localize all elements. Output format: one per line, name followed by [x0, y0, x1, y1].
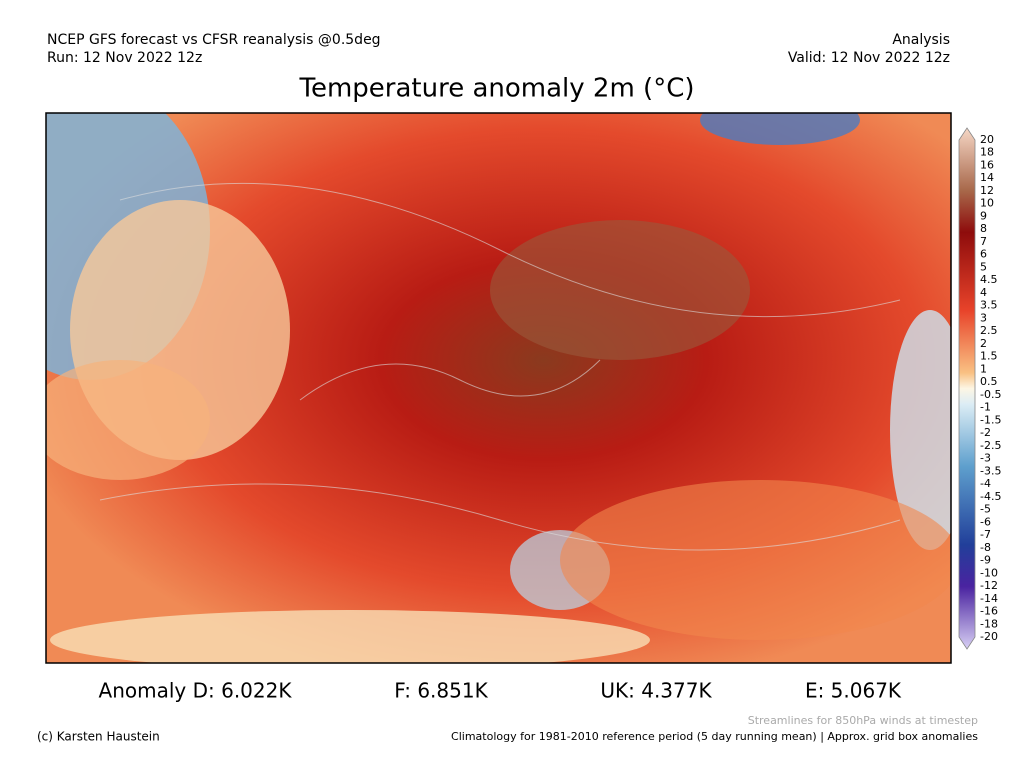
colorbar-label: -20 — [980, 630, 998, 643]
anomaly: E: 5.067K — [805, 679, 902, 703]
colorbar-label: -10 — [980, 566, 998, 579]
colorbar-label: -2.5 — [980, 439, 1001, 452]
colorbar-label: -4 — [980, 477, 991, 490]
header-left-1: NCEP GFS forecast vs CFSR reanalysis @0.… — [47, 32, 381, 48]
anomaly: F: 6.851K — [394, 679, 488, 703]
colorbar-label: 16 — [980, 158, 994, 171]
colorbar-label: 5 — [980, 260, 987, 273]
colorbar-label: 2.5 — [980, 324, 998, 337]
map-frame — [45, 112, 952, 664]
colorbar-label: -4.5 — [980, 490, 1001, 503]
colorbar-labels: 201816141210987654.543.532.521.510.5-0.5… — [980, 133, 1001, 643]
colorbar-label: 3.5 — [980, 299, 998, 312]
colorbar-label: -1.5 — [980, 413, 1001, 426]
anomaly: Anomaly D: 6.022K — [99, 679, 293, 703]
colorbar-label: -14 — [980, 592, 998, 605]
colorbar-label: 4.5 — [980, 273, 998, 286]
colorbar-label: -12 — [980, 579, 998, 592]
colorbar-label: -18 — [980, 617, 998, 630]
climatology-note: Climatology for 1981-2010 reference peri… — [451, 730, 978, 743]
colorbar-label: 4 — [980, 286, 987, 299]
colorbar-label: -3 — [980, 452, 991, 465]
colorbar-label: 1 — [980, 362, 987, 375]
colorbar-label: -5 — [980, 503, 991, 516]
colorbar-label: -2 — [980, 426, 991, 439]
colorbar-label: -16 — [980, 605, 998, 618]
colorbar-label: 12 — [980, 184, 994, 197]
colorbar-label: 2 — [980, 337, 987, 350]
title: Temperature anomaly 2m (°C) — [299, 74, 695, 104]
colorbar-label: -8 — [980, 541, 991, 554]
credit: (c) Karsten Haustein — [37, 730, 160, 744]
colorbar-label: 10 — [980, 197, 994, 210]
colorbar-label: -0.5 — [980, 388, 1001, 401]
colorbar-label: -7 — [980, 528, 991, 541]
colorbar-label: -6 — [980, 515, 991, 528]
colorbar-label: 18 — [980, 146, 994, 159]
colorbar — [958, 127, 976, 650]
anomaly: UK: 4.377K — [600, 679, 712, 703]
colorbar-label: -1 — [980, 401, 991, 414]
colorbar-label: 7 — [980, 235, 987, 248]
colorbar-label: 6 — [980, 248, 987, 261]
header-right-1: Analysis — [892, 32, 950, 48]
colorbar-label: -3.5 — [980, 464, 1001, 477]
header-left-2: Run: 12 Nov 2022 12z — [47, 50, 202, 66]
colorbar-label: 0.5 — [980, 375, 998, 388]
colorbar-label: 8 — [980, 222, 987, 235]
colorbar-label: 20 — [980, 133, 994, 146]
colorbar-label: 9 — [980, 209, 987, 222]
colorbar-label: 3 — [980, 311, 987, 324]
streamlines-note: Streamlines for 850hPa winds at timestep — [748, 714, 978, 727]
colorbar-label: 14 — [980, 171, 994, 184]
colorbar-label: 1.5 — [980, 350, 998, 363]
map — [46, 113, 951, 663]
colorbar-label: -9 — [980, 554, 991, 567]
header-right-2: Valid: 12 Nov 2022 12z — [788, 50, 950, 66]
